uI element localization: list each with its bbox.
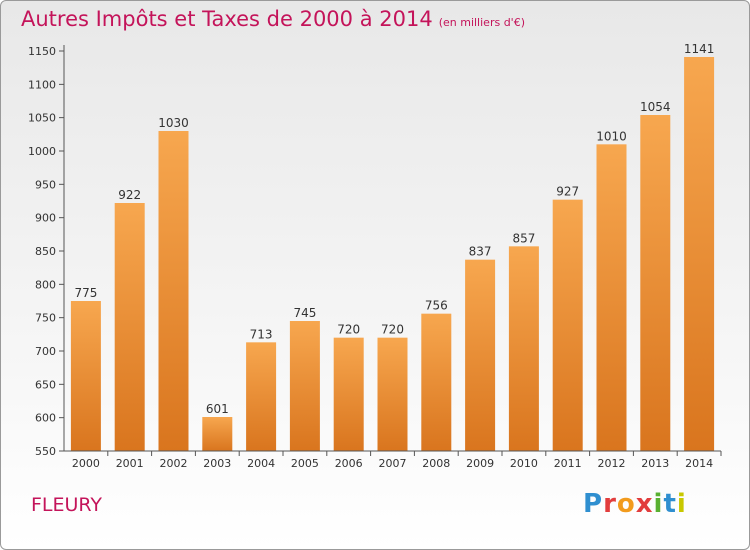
y-tick-label-950: 950 — [35, 178, 56, 191]
data-label-2008: 756 — [425, 299, 448, 313]
x-tick-label-2006: 2006 — [335, 457, 363, 470]
bar-2006 — [333, 337, 364, 451]
data-label-2013: 1054 — [640, 100, 671, 114]
data-label-2012: 1010 — [596, 129, 627, 143]
title-unit: (en milliers d'€) — [438, 16, 525, 29]
data-label-2011: 927 — [556, 185, 579, 199]
data-label-2004: 713 — [250, 327, 273, 341]
bar-2014 — [684, 57, 715, 451]
bars-layer: 775 922 1030 601 713 745 720 720 756 837 857 927 101… — [70, 42, 715, 452]
data-label-2000: 775 — [74, 286, 97, 300]
x-tick-label-2007: 2007 — [379, 457, 407, 470]
y-tick-label-550: 550 — [35, 445, 56, 458]
bar-2009 — [465, 259, 496, 451]
x-tick-label-2014: 2014 — [685, 457, 713, 470]
chart-title: Autres Impôts et Taxes de 2000 à 2014 (en… — [21, 7, 525, 31]
data-label-2007: 720 — [381, 323, 404, 337]
x-tick-label-2009: 2009 — [466, 457, 494, 470]
logo-letter: x — [635, 489, 654, 519]
bar-2008 — [421, 313, 452, 451]
y-tick-label-600: 600 — [35, 412, 56, 425]
data-label-2001: 922 — [118, 188, 141, 202]
logo-letter: i — [653, 489, 664, 519]
data-label-2006: 720 — [337, 323, 360, 337]
data-label-2005: 745 — [293, 306, 316, 320]
x-tick-label-2001: 2001 — [116, 457, 144, 470]
logo-letter: t — [663, 489, 677, 519]
data-label-2002: 1030 — [158, 116, 189, 130]
proxiti-logo: Proxiti — [583, 489, 687, 519]
place-name: FLEURY — [31, 494, 103, 516]
y-tick-label-650: 650 — [35, 378, 56, 391]
logo-letter: r — [603, 489, 617, 519]
bar-2013 — [640, 115, 671, 451]
bar-2010 — [508, 246, 539, 451]
x-tick-label-2010: 2010 — [510, 457, 538, 470]
bar-2005 — [289, 321, 320, 451]
x-tick-label-2005: 2005 — [291, 457, 319, 470]
y-tick-label-1100: 1100 — [28, 78, 56, 91]
x-tick-label-2008: 2008 — [422, 457, 450, 470]
y-tick-label-1000: 1000 — [28, 145, 56, 158]
data-label-2010: 857 — [512, 231, 535, 245]
data-label-2003: 601 — [206, 402, 229, 416]
bar-2004 — [246, 342, 277, 451]
x-tick-label-2012: 2012 — [598, 457, 626, 470]
x-tick-label-2004: 2004 — [247, 457, 275, 470]
bar-2012 — [596, 144, 627, 452]
y-tick-label-750: 750 — [35, 312, 56, 325]
y-tick-label-700: 700 — [35, 345, 56, 358]
y-tick-label-1150: 1150 — [28, 45, 56, 58]
y-tick-label-850: 850 — [35, 245, 56, 258]
x-tick-label-2011: 2011 — [554, 457, 582, 470]
logo-letter: i — [676, 489, 687, 519]
data-label-2014: 1141 — [684, 42, 715, 56]
bar-2007 — [377, 337, 408, 451]
bar-2001 — [114, 203, 145, 451]
y-tick-label-1050: 1050 — [28, 112, 56, 125]
bar-2011 — [552, 199, 583, 451]
bar-2003 — [202, 417, 233, 451]
y-tick-label-800: 800 — [35, 278, 56, 291]
axes-layer: 2000 2001 2002 2003 2004 2005 2006 2007 2008 2009… — [28, 45, 722, 470]
title-text: Autres Impôts et Taxes de 2000 à 2014 — [21, 7, 433, 31]
x-tick-label-2002: 2002 — [160, 457, 188, 470]
x-tick-label-2003: 2003 — [203, 457, 231, 470]
bar-2000 — [70, 301, 101, 451]
x-tick-label-2013: 2013 — [641, 457, 669, 470]
x-tick-label-2000: 2000 — [72, 457, 100, 470]
y-tick-label-900: 900 — [35, 212, 56, 225]
data-label-2009: 837 — [469, 245, 492, 259]
bar-2002 — [158, 131, 189, 451]
logo-letter: P — [583, 489, 604, 519]
logo-letter: o — [616, 489, 636, 519]
